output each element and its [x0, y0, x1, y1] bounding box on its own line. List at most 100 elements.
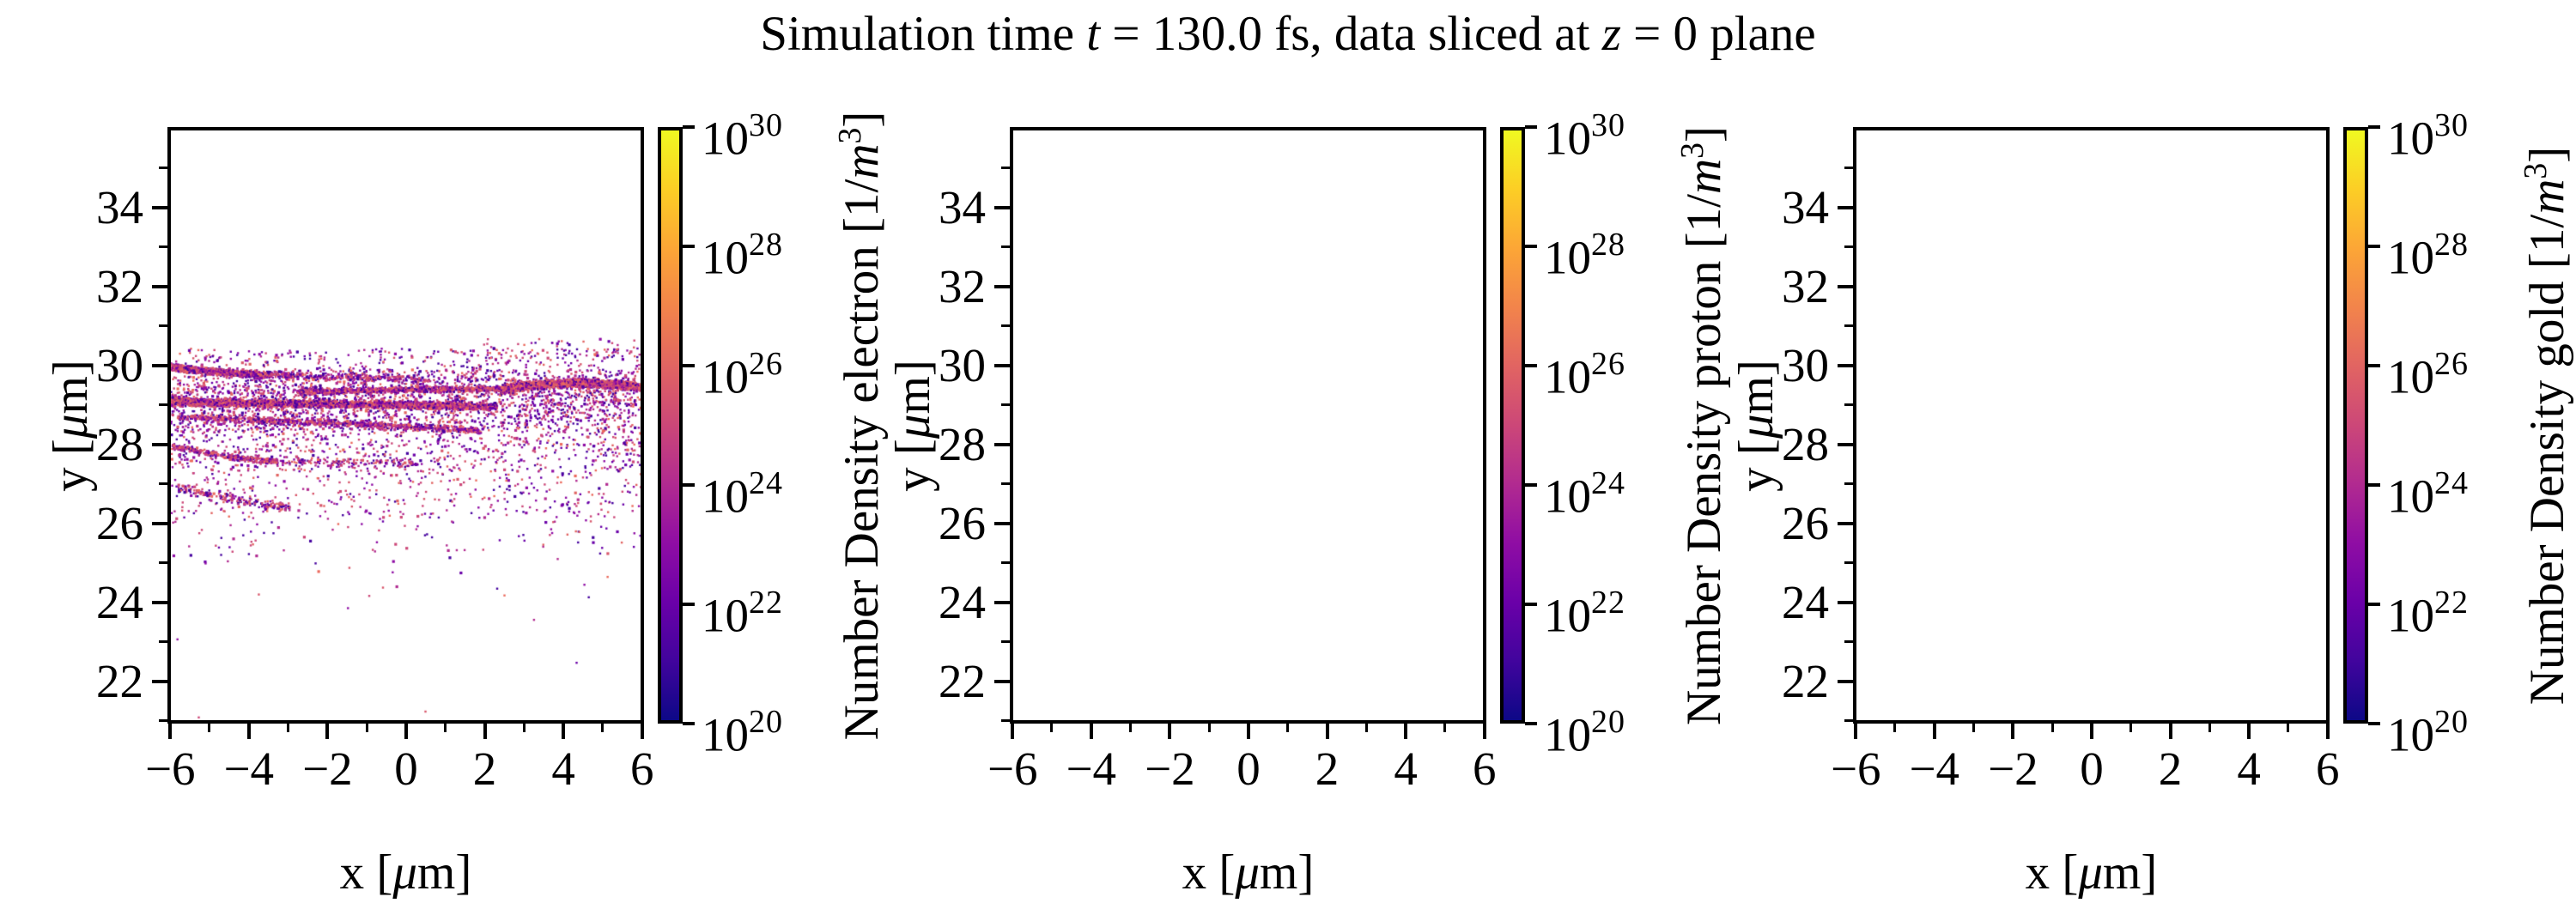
x-minor-tick — [1286, 724, 1290, 732]
x-minor-tick — [1443, 724, 1447, 732]
colorbar-tick — [1525, 722, 1537, 725]
colorbar-tick-base: 10 — [1544, 589, 1591, 642]
x-major-tick — [2247, 724, 2251, 739]
colorbar-tick — [683, 125, 695, 129]
x-minor-tick — [2287, 724, 2290, 732]
colorbar-tick-base: 10 — [702, 112, 749, 165]
colorbar-tick-label: 1022 — [702, 568, 783, 641]
colorbar-tick-base: 10 — [1544, 350, 1591, 403]
colorbar-tick-exponent: 30 — [1591, 107, 1625, 143]
y-major-tick — [152, 600, 167, 604]
x-tick-label: −4 — [1909, 742, 1960, 795]
plot-area-proton — [1010, 127, 1486, 724]
y-axis-label: y [μm] — [884, 211, 944, 640]
colorbar-label-electron-seg: ] — [835, 111, 889, 128]
x-major-tick — [1089, 724, 1093, 739]
y-axis-label-seg: y [ — [44, 438, 98, 492]
colorbar-tick-exponent: 26 — [749, 346, 783, 382]
y-tick-label: 34 — [1782, 180, 1829, 233]
y-axis-label-seg: y [ — [1729, 438, 1783, 492]
colorbar-tick-base: 10 — [1544, 231, 1591, 284]
colorbar-tick-base: 10 — [2387, 470, 2434, 523]
x-minor-tick — [287, 724, 290, 732]
y-tick-label: 22 — [1782, 654, 1829, 707]
colorbar-tick-exponent: 24 — [1591, 465, 1625, 501]
colorbar-tick-label: 1020 — [2387, 688, 2469, 761]
colorbar-tick-exponent: 22 — [1591, 585, 1625, 621]
x-tick-label: 6 — [2315, 742, 2340, 795]
x-major-tick — [1246, 724, 1250, 739]
y-major-tick — [994, 284, 1010, 288]
x-tick-label: −2 — [302, 742, 353, 795]
colorbar-tick-base: 10 — [1544, 470, 1591, 523]
electron-scatter-canvas — [171, 130, 641, 720]
y-axis-label-seg: μ — [886, 413, 940, 439]
colorbar-electron — [658, 127, 683, 724]
colorbar-tick-label: 1026 — [702, 330, 783, 403]
x-tick-label: −2 — [1145, 742, 1195, 795]
y-minor-tick — [159, 167, 167, 170]
colorbar-tick — [2368, 364, 2380, 367]
colorbar-tick-exponent: 30 — [2434, 107, 2469, 143]
x-tick-label: 2 — [2158, 742, 2183, 795]
x-tick-label: 0 — [1236, 742, 1261, 795]
x-major-tick — [246, 724, 251, 739]
colorbar-tick-label: 1030 — [2387, 91, 2469, 165]
y-minor-tick — [1844, 640, 1853, 644]
colorbar-tick-base: 10 — [702, 470, 749, 523]
colorbar-tick-label: 1028 — [2387, 210, 2469, 283]
y-tick-label: 24 — [96, 575, 143, 628]
colorbar-tick-exponent: 28 — [2434, 227, 2469, 263]
colorbar-tick-base: 10 — [2387, 112, 2434, 165]
colorbar-tick-label: 1026 — [2387, 330, 2469, 403]
y-major-tick — [1838, 600, 1853, 604]
y-major-tick — [152, 521, 167, 525]
colorbar-tick-exponent: 24 — [749, 465, 783, 501]
y-tick-label: 26 — [939, 496, 986, 549]
x-major-tick — [1011, 724, 1015, 739]
colorbar-tick-label: 1028 — [1544, 210, 1625, 284]
x-tick-label: 6 — [1472, 742, 1497, 795]
colorbar-label-gold-seg: m — [2520, 179, 2574, 215]
colorbar-tick-base: 10 — [2387, 708, 2434, 761]
x-major-tick — [2089, 724, 2093, 739]
y-major-tick — [994, 679, 1010, 683]
y-major-tick — [994, 521, 1010, 525]
x-tick-label: 0 — [394, 742, 418, 795]
x-tick-label: −2 — [1988, 742, 2038, 795]
x-major-tick — [404, 724, 408, 739]
colorbar-tick-exponent: 30 — [749, 107, 783, 143]
y-minor-tick — [159, 482, 167, 486]
x-minor-tick — [208, 724, 211, 732]
x-tick-label: 4 — [551, 742, 575, 795]
y-minor-tick — [1844, 719, 1853, 723]
x-tick-label: 2 — [472, 742, 497, 795]
y-major-tick — [1838, 205, 1853, 209]
colorbar-tick-base: 10 — [1544, 708, 1591, 761]
figure-title-seg: t — [1086, 7, 1101, 61]
x-major-tick — [1168, 724, 1172, 739]
y-axis-label: y [μm] — [1727, 211, 1787, 640]
x-minor-tick — [1129, 724, 1133, 732]
colorbar-tick-exponent: 26 — [2434, 346, 2469, 382]
x-major-tick — [2168, 724, 2172, 739]
x-minor-tick — [601, 724, 605, 732]
colorbar-tick — [2368, 245, 2380, 248]
colorbar-tick-label: 1030 — [1544, 91, 1625, 164]
y-minor-tick — [159, 324, 167, 328]
colorbar-tick-label: 1030 — [702, 91, 783, 165]
plot-area-electron — [167, 127, 644, 724]
y-tick-label: 22 — [96, 654, 143, 707]
x-major-tick — [1932, 724, 1936, 739]
figure-title-seg: = 0 plane — [1620, 7, 1816, 61]
y-major-tick — [994, 600, 1010, 604]
colorbar-tick-label: 1026 — [1544, 330, 1625, 403]
y-major-tick — [152, 679, 167, 683]
x-major-tick — [1854, 724, 1858, 739]
y-minor-tick — [159, 561, 167, 565]
colorbar-tick — [683, 722, 695, 725]
y-minor-tick — [1001, 482, 1010, 486]
colorbar-tick-base: 10 — [702, 231, 749, 284]
colorbar-label-electron-seg: m — [835, 142, 889, 179]
x-major-tick — [640, 724, 644, 739]
